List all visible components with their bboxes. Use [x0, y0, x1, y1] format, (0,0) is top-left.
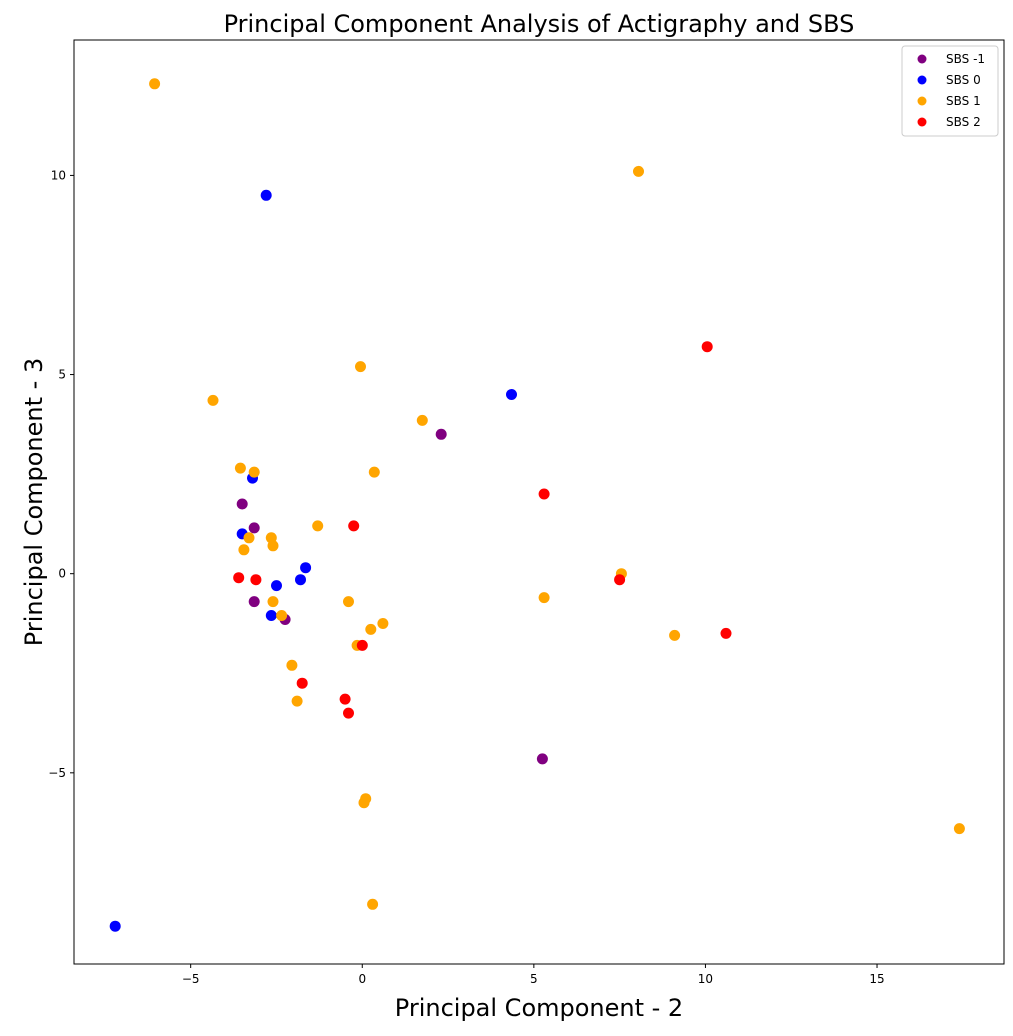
data-point	[506, 389, 517, 400]
legend-box	[901, 45, 999, 137]
data-point	[236, 498, 248, 510]
data-point	[234, 462, 246, 474]
data-point	[233, 572, 245, 584]
x-axis-title: Principal Component - 2	[395, 994, 683, 1022]
legend: SBS -1 SBS 0 SBS 1 SBS 2	[901, 45, 999, 137]
legend-label: SBS -1	[946, 52, 985, 66]
chart-title: Principal Component Analysis of Actigrap…	[224, 10, 855, 38]
legend-marker	[917, 117, 927, 127]
y-axis-title: Principal Component - 3	[20, 358, 48, 646]
series-sbs-0	[109, 189, 517, 932]
data-point	[276, 610, 288, 621]
series-sbs--1	[236, 428, 548, 765]
y-tick-label: 10	[51, 168, 66, 182]
y-tick-label: −5	[48, 766, 66, 780]
legend-marker	[917, 75, 927, 85]
data-point	[271, 580, 282, 592]
data-point	[250, 574, 262, 586]
data-point	[265, 610, 277, 621]
data-point	[365, 623, 377, 635]
data-point	[377, 618, 389, 629]
data-point	[260, 189, 272, 201]
x-tick-label: 0	[358, 972, 366, 986]
legend-label: SBS 2	[946, 115, 981, 129]
plot-area-frame	[73, 39, 1005, 965]
data-point	[368, 466, 380, 478]
y-tick-label: 5	[58, 368, 66, 382]
data-point	[248, 596, 260, 608]
data-point	[300, 562, 312, 574]
data-point	[348, 520, 360, 532]
x-tick-label: 5	[530, 972, 538, 986]
data-point	[286, 659, 298, 671]
data-point	[633, 165, 644, 177]
data-point	[358, 797, 370, 809]
legend-label: SBS 1	[946, 94, 981, 108]
data-point	[296, 677, 308, 689]
x-tick-label: 15	[869, 972, 884, 986]
legend-marker	[917, 54, 927, 64]
data-point	[538, 488, 550, 500]
data-point	[312, 520, 324, 532]
data-point	[614, 574, 626, 586]
legend-label: SBS 0	[946, 73, 981, 87]
data-point	[267, 596, 279, 608]
series-sbs-1	[149, 78, 965, 910]
data-point	[416, 414, 428, 426]
x-tick-label: 10	[698, 972, 713, 986]
data-point	[207, 394, 219, 406]
y-tick-label: 0	[58, 567, 66, 581]
data-point	[248, 522, 260, 534]
data-point	[238, 544, 250, 556]
data-point	[339, 693, 351, 705]
data-point	[953, 823, 965, 835]
legend-marker	[917, 96, 927, 106]
series-sbs-2	[233, 341, 732, 719]
data-point	[149, 78, 161, 90]
data-point	[536, 753, 548, 765]
data-point	[538, 592, 550, 604]
data-point	[435, 428, 447, 440]
data-point	[343, 707, 354, 719]
data-point	[356, 639, 368, 651]
x-tick-label: −5	[182, 972, 200, 986]
data-point	[343, 596, 354, 608]
data-point	[355, 361, 366, 373]
data-point	[669, 629, 681, 641]
data-point	[367, 898, 379, 910]
data-point	[701, 341, 713, 353]
data-point	[291, 695, 303, 707]
data-point	[267, 540, 279, 552]
data-point	[720, 627, 732, 639]
data-point	[295, 574, 306, 586]
data-point	[248, 466, 260, 478]
data-point	[243, 532, 255, 544]
data-point	[109, 920, 121, 932]
